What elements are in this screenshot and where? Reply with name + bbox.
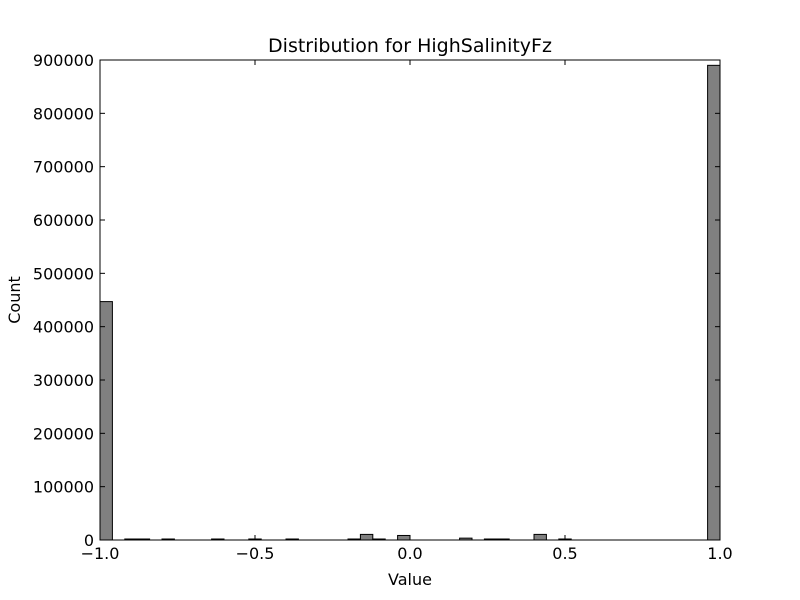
histogram-bar [359, 533, 374, 541]
y-tick-label: 100000 [33, 478, 94, 497]
y-tick-label: 300000 [33, 371, 94, 390]
y-tick-label: 800000 [33, 104, 94, 123]
x-tick-label: −0.5 [236, 544, 275, 563]
plot-frame [99, 59, 721, 541]
ticks-layer: −1.0 −0.5 0.0 0.5 1.0 0 100000 200000 300000 4000… [33, 51, 733, 563]
y-tick-label: 900000 [33, 51, 94, 70]
x-tick-label: 0.0 [397, 544, 422, 563]
histogram-bar [533, 533, 547, 541]
y-tick-label: 400000 [33, 318, 94, 337]
histogram-bar [397, 534, 411, 541]
y-tick-label: 200000 [33, 424, 94, 443]
x-tick-label: 1.0 [707, 544, 732, 563]
chart-title: Distribution for HighSalinityFz [268, 35, 552, 57]
x-tick-label: −1.0 [81, 544, 120, 563]
y-axis-label: Count [5, 276, 24, 324]
y-tick-label: 600000 [33, 211, 94, 230]
y-tick-label: 700000 [33, 158, 94, 177]
y-tick-label: 0 [84, 531, 94, 550]
histogram-bar [99, 301, 113, 541]
histogram-bar [707, 64, 721, 541]
y-tick-label: 500000 [33, 264, 94, 283]
x-tick-label: 0.5 [552, 544, 577, 563]
x-axis-label: Value [388, 570, 432, 589]
